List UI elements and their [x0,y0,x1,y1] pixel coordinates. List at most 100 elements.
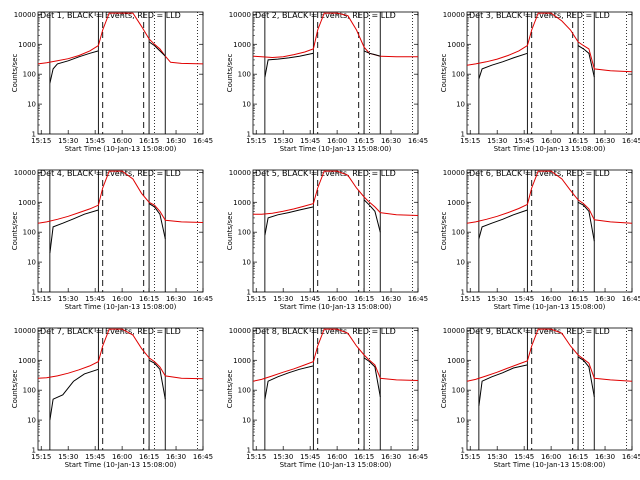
x-tick-label: 16:00 [541,137,561,145]
x-tick-label: 16:30 [166,453,186,461]
x-tick-label: 16:45 [622,137,640,145]
panel-5: Det 5, BLACK = Events, RED = LLD 1 10 100 10… [226,169,428,311]
x-tick-label: 15:30 [58,137,78,145]
x-tick-label: 15:15 [31,453,51,461]
panel-title: Det 7, BLACK = Events, RED = LLD [40,327,181,336]
y-tick-label: 10000 [443,327,465,335]
x-tick-label: 15:15 [246,137,266,145]
y-axis-title: Counts/sec [440,212,448,251]
plot-frame [37,327,204,451]
y-tick-label: 10000 [443,169,465,177]
series-lld-line [467,170,632,224]
plot-frame [252,11,419,135]
series-events-line [577,201,595,242]
x-tick-label: 15:30 [273,295,293,303]
y-tick-label: 1000 [233,41,251,49]
x-tick-label: 16:15 [568,453,588,461]
x-tick-label: 16:15 [354,295,374,303]
y-axis-title: Counts/sec [440,54,448,93]
series-lld-line [467,328,632,382]
series-events-line [577,356,595,397]
y-tick-label: 10000 [14,11,36,19]
y-tick-label: 10 [242,259,251,267]
x-tick-label: 16:30 [166,137,186,145]
plot-frame [252,327,419,451]
x-tick-label: 15:45 [300,137,320,145]
panel-title: Det 4, BLACK = Events, RED = LLD [40,169,181,178]
x-tick-label: 15:30 [273,137,293,145]
x-tick-label: 16:30 [595,295,615,303]
x-tick-label: 16:00 [327,295,347,303]
y-axis-title: Counts/sec [440,370,448,409]
y-tick-label: 10 [242,417,251,425]
x-tick-label: 15:15 [460,137,480,145]
x-tick-label: 15:15 [460,295,480,303]
y-tick-label: 1000 [447,41,465,49]
x-tick-label: 15:30 [58,295,78,303]
y-axis-title: Counts/sec [226,370,234,409]
y-axis-title: Counts/sec [11,54,19,93]
y-axis-title: Counts/sec [226,54,234,93]
series-events-line [264,206,314,236]
series-events-line [264,365,314,400]
series-events-line [363,199,381,233]
x-tick-label: 16:00 [327,137,347,145]
y-tick-label: 1 [461,447,465,455]
plot-frame [466,11,633,135]
y-tick-label: 100 [238,71,251,79]
plot-frame [466,169,633,293]
x-tick-label: 15:45 [300,453,320,461]
y-tick-label: 10 [456,259,465,267]
y-axis-title: Counts/sec [11,370,19,409]
series-events-line [148,203,166,239]
y-tick-label: 100 [452,387,465,395]
x-tick-label: 16:15 [139,295,159,303]
y-tick-label: 10000 [229,327,251,335]
y-tick-label: 100 [23,229,36,237]
y-tick-label: 100 [238,387,251,395]
x-axis-title: Start Time (10-Jan-13 15:08:00) [280,145,392,153]
y-tick-label: 10 [242,101,251,109]
panel-title: Det 2, BLACK = Events, RED = LLD [255,11,396,20]
x-tick-label: 16:00 [327,453,347,461]
x-tick-label: 15:45 [300,295,320,303]
panel-title: Det 3, BLACK = Events, RED = LLD [469,11,610,20]
x-tick-label: 16:15 [568,137,588,145]
x-axis-title: Start Time (10-Jan-13 15:08:00) [494,303,606,311]
x-tick-label: 15:30 [273,453,293,461]
y-axis-title: Counts/sec [11,212,19,251]
panel-2: Det 2, BLACK = Events, RED = LLD 1 10 100 10… [226,11,428,153]
panel-title: Det 5, BLACK = Events, RED = LLD [255,169,396,178]
series-events-line [148,359,166,400]
y-tick-label: 10 [27,417,36,425]
series-lld-line [38,12,203,65]
panel-1: Det 1, BLACK = Events, RED = LLD 1 10 100 10… [11,11,213,153]
x-tick-label: 16:15 [568,295,588,303]
y-tick-label: 1 [247,447,251,455]
x-axis-title: Start Time (10-Jan-13 15:08:00) [494,145,606,153]
y-tick-label: 10000 [14,169,36,177]
plot-frame [37,11,204,135]
panel-8: Det 8, BLACK = Events, RED = LLD 1 10 100 10… [226,327,428,469]
y-tick-label: 1 [32,289,36,297]
x-tick-label: 15:30 [58,453,78,461]
series-events-line [363,50,381,57]
x-tick-label: 16:00 [112,137,132,145]
y-tick-label: 1000 [18,41,36,49]
series-events-line [478,209,528,239]
x-tick-label: 15:45 [514,137,534,145]
x-tick-label: 16:45 [408,453,428,461]
panel-6: Det 6, BLACK = Events, RED = LLD 1 10 100 10… [440,169,640,311]
x-tick-label: 16:30 [166,295,186,303]
y-tick-label: 1000 [18,199,36,207]
series-events-line [478,364,528,406]
y-tick-label: 100 [23,387,36,395]
x-tick-label: 15:45 [85,295,105,303]
y-tick-label: 1 [32,131,36,139]
y-tick-label: 10 [27,101,36,109]
x-tick-label: 16:30 [381,295,401,303]
y-axis-title: Counts/sec [226,212,234,251]
y-tick-label: 100 [452,71,465,79]
x-tick-label: 16:00 [541,453,561,461]
series-lld-line [467,12,632,73]
